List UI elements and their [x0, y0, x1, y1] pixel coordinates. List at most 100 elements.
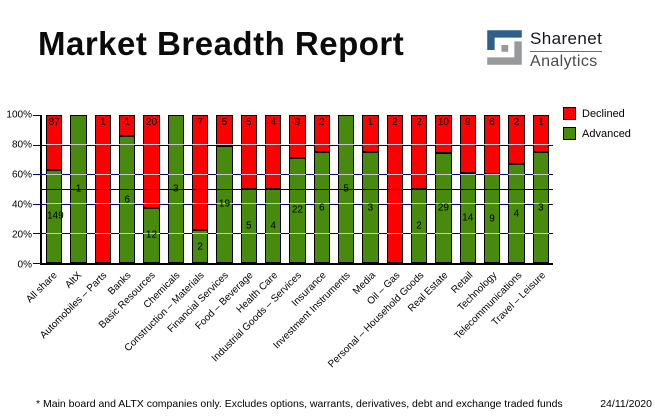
- declined-segment[interactable]: 9: [459, 115, 476, 173]
- chart-legend: Declined Advanced: [563, 107, 631, 140]
- advanced-segment[interactable]: 4: [508, 164, 525, 263]
- bar-column[interactable]: 9 14: [459, 115, 477, 263]
- advanced-count: 29: [437, 202, 449, 214]
- advanced-count: 6: [318, 202, 325, 213]
- advanced-segment[interactable]: 3: [362, 152, 379, 263]
- advanced-segment[interactable]: 9: [483, 174, 501, 263]
- advanced-segment[interactable]: 4: [264, 189, 282, 263]
- advanced-count: 14: [462, 212, 474, 224]
- advanced-count: 19: [218, 198, 231, 210]
- declined-count: 9: [294, 117, 301, 128]
- y-tick-60: [33, 174, 42, 176]
- advanced-segment[interactable]: 5: [240, 189, 257, 263]
- fifty-percent-line: [42, 189, 553, 190]
- sharenet-logo-icon: [486, 29, 523, 71]
- declined-segment[interactable]: 87: [46, 115, 63, 170]
- y-tick-label: 60%: [11, 169, 32, 181]
- y-tick-100: [33, 115, 42, 116]
- advanced-count: 149: [47, 210, 64, 222]
- y-axis-labels: 0% 20% 40% 60% 80% 100%: [0, 110, 36, 271]
- chart-plot-area: 8714911162012372519554492226513222102991…: [33, 115, 553, 265]
- advanced-segment[interactable]: 22: [289, 157, 306, 263]
- advanced-segment[interactable]: 2: [191, 230, 209, 263]
- category-label: All share: [24, 270, 60, 306]
- declined-count: 6: [489, 117, 495, 128]
- declined-segment[interactable]: 4: [264, 115, 282, 189]
- advanced-segment[interactable]: 149: [46, 169, 64, 263]
- advanced-count: 12: [145, 229, 158, 241]
- declined-segment[interactable]: 6: [483, 115, 501, 175]
- sharenet-logo: Sharenet Analytics: [486, 29, 603, 71]
- declined-segment[interactable]: 2: [313, 115, 330, 152]
- declined-segment[interactable]: 5: [216, 115, 233, 146]
- category-label: AltX: [63, 270, 85, 291]
- advanced-segment[interactable]: 29: [435, 152, 452, 263]
- declined-count: 7: [197, 117, 203, 128]
- advanced-count: 2: [197, 241, 203, 253]
- advanced-count: 3: [367, 202, 374, 213]
- declined-count: 87: [48, 117, 60, 128]
- y-tick-label: 20%: [11, 229, 32, 241]
- declined-segment[interactable]: 1: [118, 115, 136, 137]
- bars-layer: 8714911162012372519554492226513222102991…: [42, 115, 553, 263]
- declined-count: 1: [367, 117, 374, 128]
- y-tick-40: [33, 203, 42, 205]
- y-tick-label: 0%: [17, 259, 32, 271]
- declined-count: 20: [145, 117, 158, 128]
- footnote: * Main board and ALTX companies only. Ex…: [36, 398, 563, 410]
- advanced-segment[interactable]: 2: [410, 189, 428, 263]
- declined-count: 2: [391, 117, 398, 128]
- declined-segment[interactable]: 1: [532, 115, 549, 152]
- advanced-segment[interactable]: 3: [532, 152, 549, 263]
- category-labels: All share AltX Automobiles – Parts Banks Bas…: [25, 265, 553, 375]
- advanced-count: 3: [537, 202, 544, 213]
- legend-item-declined: Declined: [563, 107, 631, 120]
- declined-count: 9: [464, 117, 471, 128]
- declined-segment[interactable]: 9: [289, 115, 306, 158]
- advanced-count: 6: [124, 194, 130, 206]
- declined-count: 1: [537, 117, 544, 128]
- declined-count: 4: [270, 117, 276, 128]
- bar-column[interactable]: 5 19: [216, 115, 233, 263]
- y-tick-label: 100%: [6, 109, 32, 121]
- declined-count: 5: [221, 117, 228, 128]
- declined-segment[interactable]: 7: [191, 115, 209, 231]
- advanced-segment[interactable]: 12: [143, 207, 160, 263]
- declined-segment[interactable]: 10: [435, 115, 452, 153]
- advanced-segment[interactable]: 14: [459, 172, 476, 263]
- logo-subtitle: Analytics: [530, 53, 598, 70]
- legend-item-advanced: Advanced: [563, 127, 631, 140]
- declined-swatch: [563, 107, 576, 120]
- advanced-count: 5: [246, 220, 252, 232]
- advanced-segment[interactable]: 19: [216, 145, 233, 263]
- declined-count: 1: [124, 117, 130, 128]
- page-title: Market Breadth Report: [38, 25, 405, 62]
- legend-label: Declined: [582, 107, 625, 120]
- advanced-segment[interactable]: 6: [118, 136, 136, 263]
- advanced-count: 4: [270, 220, 276, 232]
- declined-count: 10: [437, 117, 449, 128]
- report-date: 24/11/2020: [600, 398, 652, 410]
- declined-segment[interactable]: 1: [362, 115, 379, 152]
- y-tick-label: 80%: [11, 139, 32, 151]
- declined-segment[interactable]: 2: [508, 115, 525, 165]
- bar-column[interactable]: 87 149: [46, 115, 64, 263]
- y-tick-label: 40%: [11, 199, 32, 211]
- logo-name: Sharenet: [530, 29, 603, 52]
- declined-count: 1: [100, 117, 106, 128]
- declined-segment[interactable]: 5: [240, 115, 257, 189]
- y-tick-0: [33, 263, 42, 264]
- advanced-count: 2: [416, 220, 422, 232]
- sharenet-logo-text: Sharenet Analytics: [530, 29, 603, 71]
- declined-segment[interactable]: 20: [143, 115, 160, 208]
- declined-segment[interactable]: 2: [410, 115, 428, 189]
- declined-count: 2: [318, 117, 325, 128]
- advanced-count: 9: [489, 213, 495, 225]
- advanced-swatch: [563, 127, 576, 140]
- declined-count: 2: [416, 117, 422, 128]
- advanced-segment[interactable]: 6: [313, 152, 330, 263]
